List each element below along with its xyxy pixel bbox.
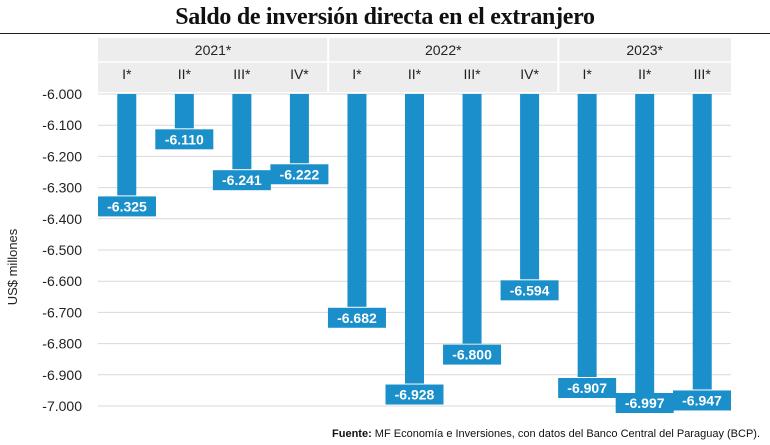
data-label: -6.110 xyxy=(165,131,204,147)
bar xyxy=(405,94,424,384)
y-tick-label: -6.800 xyxy=(42,336,82,352)
data-label-box xyxy=(558,377,617,398)
data-label-box xyxy=(270,164,329,185)
data-label-box xyxy=(500,280,559,301)
data-label: -6.682 xyxy=(337,310,377,326)
bar xyxy=(289,94,309,164)
bar xyxy=(174,94,194,129)
y-tick-label: -6.100 xyxy=(42,117,82,133)
data-label: -6.241 xyxy=(222,172,262,188)
data-label: -6.928 xyxy=(395,387,435,403)
quarter-label: I* xyxy=(582,66,592,82)
year-header-band xyxy=(98,38,731,62)
y-tick-label: -7.000 xyxy=(42,398,82,414)
year-label: 2023* xyxy=(626,42,663,58)
bar xyxy=(520,94,540,280)
quarter-header-band xyxy=(98,62,731,92)
y-tick-label: -6.600 xyxy=(42,273,82,289)
chart-title: Saldo de inversión directa en el extranj… xyxy=(175,4,595,30)
quarter-label: I* xyxy=(122,66,132,82)
quarter-label: III* xyxy=(463,66,481,82)
data-label: -6.907 xyxy=(567,380,607,396)
data-label-box xyxy=(443,344,502,365)
data-label-box xyxy=(385,384,444,405)
title-divider xyxy=(0,33,770,34)
quarter-label: III* xyxy=(233,66,251,82)
quarter-label: II* xyxy=(178,66,192,82)
y-tick-label: -6.300 xyxy=(42,180,82,196)
bar xyxy=(347,94,367,307)
bar xyxy=(577,94,597,377)
source-text: MF Economía e Inversiones, con datos del… xyxy=(371,428,760,440)
data-label: -6.222 xyxy=(280,166,320,182)
data-label-box xyxy=(98,196,156,217)
data-label: -6.800 xyxy=(452,347,492,363)
source-note: Fuente: MF Economía e Inversiones, con d… xyxy=(332,428,760,440)
quarter-label: IV* xyxy=(290,66,309,82)
data-label-box xyxy=(155,129,214,150)
data-label-box xyxy=(212,170,271,191)
data-label: -6.997 xyxy=(625,395,665,411)
quarter-label: IV* xyxy=(520,66,539,82)
data-label-box xyxy=(327,307,386,328)
data-label: -6.947 xyxy=(682,392,722,408)
quarter-label: III* xyxy=(694,66,712,82)
bar xyxy=(692,94,712,390)
source-label: Fuente: xyxy=(332,428,372,440)
year-label: 2021* xyxy=(195,42,232,58)
quarter-label: II* xyxy=(408,66,422,82)
data-label-box xyxy=(615,393,674,413)
data-label-box xyxy=(673,390,731,411)
quarter-label: I* xyxy=(352,66,362,82)
y-tick-label: -6.500 xyxy=(42,242,82,258)
bar xyxy=(117,94,137,196)
y-tick-label: -6.200 xyxy=(42,148,82,164)
bar xyxy=(462,94,482,344)
y-tick-label: -6.400 xyxy=(42,211,82,227)
year-label: 2022* xyxy=(425,42,462,58)
bar-chart: -6.000 -6.100 -6.200 -6.300 -6.400 -6.500 -6.6… xyxy=(42,38,731,414)
bar xyxy=(232,94,252,170)
quarter-label: II* xyxy=(638,66,652,82)
data-label: -6.594 xyxy=(510,282,550,298)
data-label: -6.325 xyxy=(107,198,147,214)
y-tick-label: -6.900 xyxy=(42,367,82,383)
bar xyxy=(635,94,655,406)
y-tick-label: -6.000 xyxy=(42,86,82,102)
y-tick-label: -6.700 xyxy=(42,304,82,320)
